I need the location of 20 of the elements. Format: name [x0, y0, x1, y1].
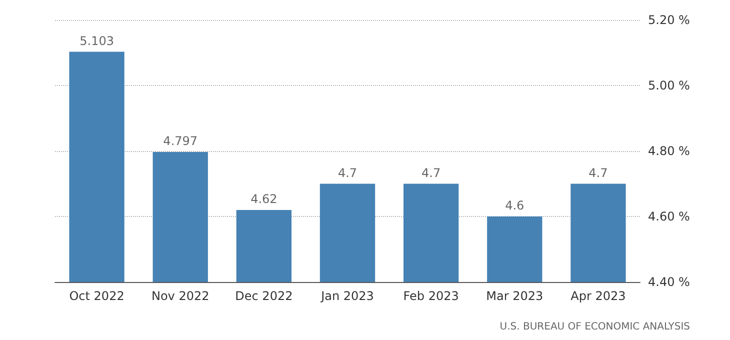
data-label: 4.7: [422, 166, 441, 180]
text: U.S. BUREAU OF ECONOMIC ANALYSIS: [500, 322, 690, 332]
data-label: 4.62: [250, 192, 278, 206]
data-label: 4.7: [338, 166, 358, 180]
y-tick-label: 5.00 %: [648, 78, 690, 92]
x-tick-label: Nov 2022: [151, 289, 210, 303]
x-tick-label: Dec 2022: [235, 289, 293, 303]
x-tick-label: Oct 2022: [69, 289, 124, 303]
data-label: 4.6: [505, 198, 524, 212]
data-label: 4.7: [588, 166, 608, 180]
data-label: 5.103: [80, 34, 114, 48]
y-tick-label: 5.20 %: [648, 13, 690, 27]
y-tick-label: 4.40 %: [648, 275, 690, 289]
x-tick-label: Feb 2023: [403, 289, 459, 303]
y-tick-label: 4.60 %: [648, 210, 690, 224]
x-tick-label: Mar 2023: [486, 289, 544, 303]
y-tick-label: 4.80 %: [648, 144, 690, 158]
data-label: 4.797: [163, 134, 198, 148]
x-tick-label: Jan 2023: [320, 289, 374, 303]
x-tick-label: Apr 2023: [570, 289, 626, 303]
